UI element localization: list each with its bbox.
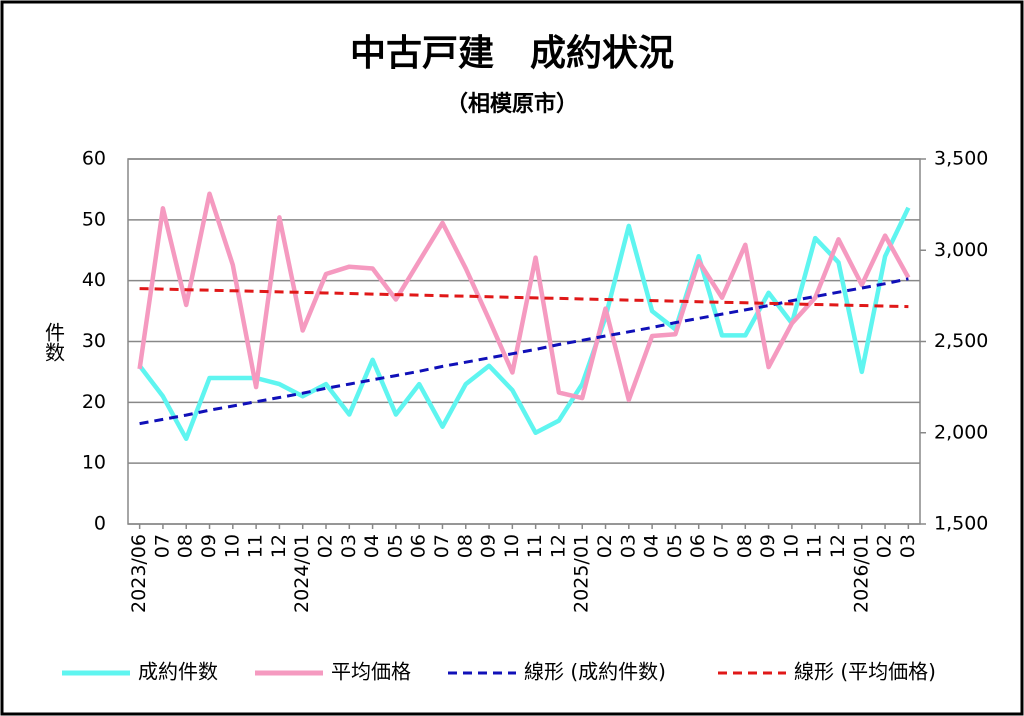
y-tick-label: 0 <box>94 513 106 535</box>
x-tick-label: 05 <box>664 534 686 558</box>
x-tick-label: 09 <box>198 534 220 558</box>
y2-tick-label: 2,500 <box>934 330 988 352</box>
y2-tick-label: 3,500 <box>934 148 988 170</box>
x-tick-label: 03 <box>897 534 919 558</box>
x-tick-label: 02 <box>594 534 616 558</box>
x-tick-label: 10 <box>221 534 243 558</box>
x-tick-label: 10 <box>501 534 523 558</box>
trend-line <box>139 277 909 426</box>
y-tick-label: 20 <box>82 391 106 413</box>
y-tick-label: 30 <box>82 330 106 352</box>
legend-label: 成約件数 <box>138 660 218 684</box>
x-tick-label: 05 <box>384 534 406 558</box>
x-tick-label: 03 <box>338 534 360 558</box>
x-tick-label: 11 <box>804 534 826 558</box>
y-axis-label: 件数 <box>42 322 66 362</box>
y-tick-label: 10 <box>82 452 106 474</box>
y2-tick-label: 2,000 <box>934 421 988 443</box>
y-tick-label: 40 <box>82 269 106 291</box>
x-tick-label: 09 <box>478 534 500 558</box>
chart-title: 中古戸建 成約状況 <box>350 33 674 74</box>
y-tick-label: 60 <box>82 148 106 170</box>
legend-label: 平均価格 <box>331 660 411 684</box>
x-tick-label: 09 <box>757 534 779 558</box>
x-tick-label: 11 <box>524 534 546 558</box>
x-tick-label: 02 <box>315 534 337 558</box>
x-tick-label: 07 <box>151 534 173 558</box>
series-line <box>137 191 911 403</box>
trend-line <box>139 287 909 309</box>
x-tick-label: 08 <box>734 534 756 558</box>
x-tick-label: 12 <box>827 534 849 558</box>
x-tick-label: 11 <box>245 534 267 558</box>
x-tick-label: 08 <box>454 534 476 558</box>
x-tick-label: 03 <box>617 534 639 558</box>
x-tick-label: 2025/01 <box>571 534 593 613</box>
x-tick-label: 07 <box>431 534 453 558</box>
chart-subtitle: （相模原市） <box>446 91 578 117</box>
y2-tick-label: 1,500 <box>934 513 988 535</box>
x-tick-label: 07 <box>711 534 733 558</box>
legend-label: 線形 (成約件数) <box>524 660 666 684</box>
x-tick-label: 10 <box>780 534 802 558</box>
legend-label: 線形 (平均価格) <box>794 660 936 684</box>
x-tick-label: 04 <box>641 534 663 558</box>
x-tick-label: 08 <box>175 534 197 558</box>
plot-border <box>127 158 921 525</box>
x-tick-label: 06 <box>408 534 430 558</box>
x-tick-label: 12 <box>547 534 569 558</box>
x-tick-label: 2026/01 <box>850 534 872 613</box>
x-tick-label: 2023/06 <box>128 534 150 613</box>
y2-tick-label: 3,000 <box>934 239 988 261</box>
series-line <box>137 206 911 442</box>
y-tick-label: 50 <box>82 208 106 230</box>
x-tick-label: 2024/01 <box>291 534 313 613</box>
x-tick-label: 04 <box>361 534 383 558</box>
x-tick-label: 06 <box>687 534 709 558</box>
x-tick-label: 12 <box>268 534 290 558</box>
x-tick-label: 02 <box>874 534 896 558</box>
